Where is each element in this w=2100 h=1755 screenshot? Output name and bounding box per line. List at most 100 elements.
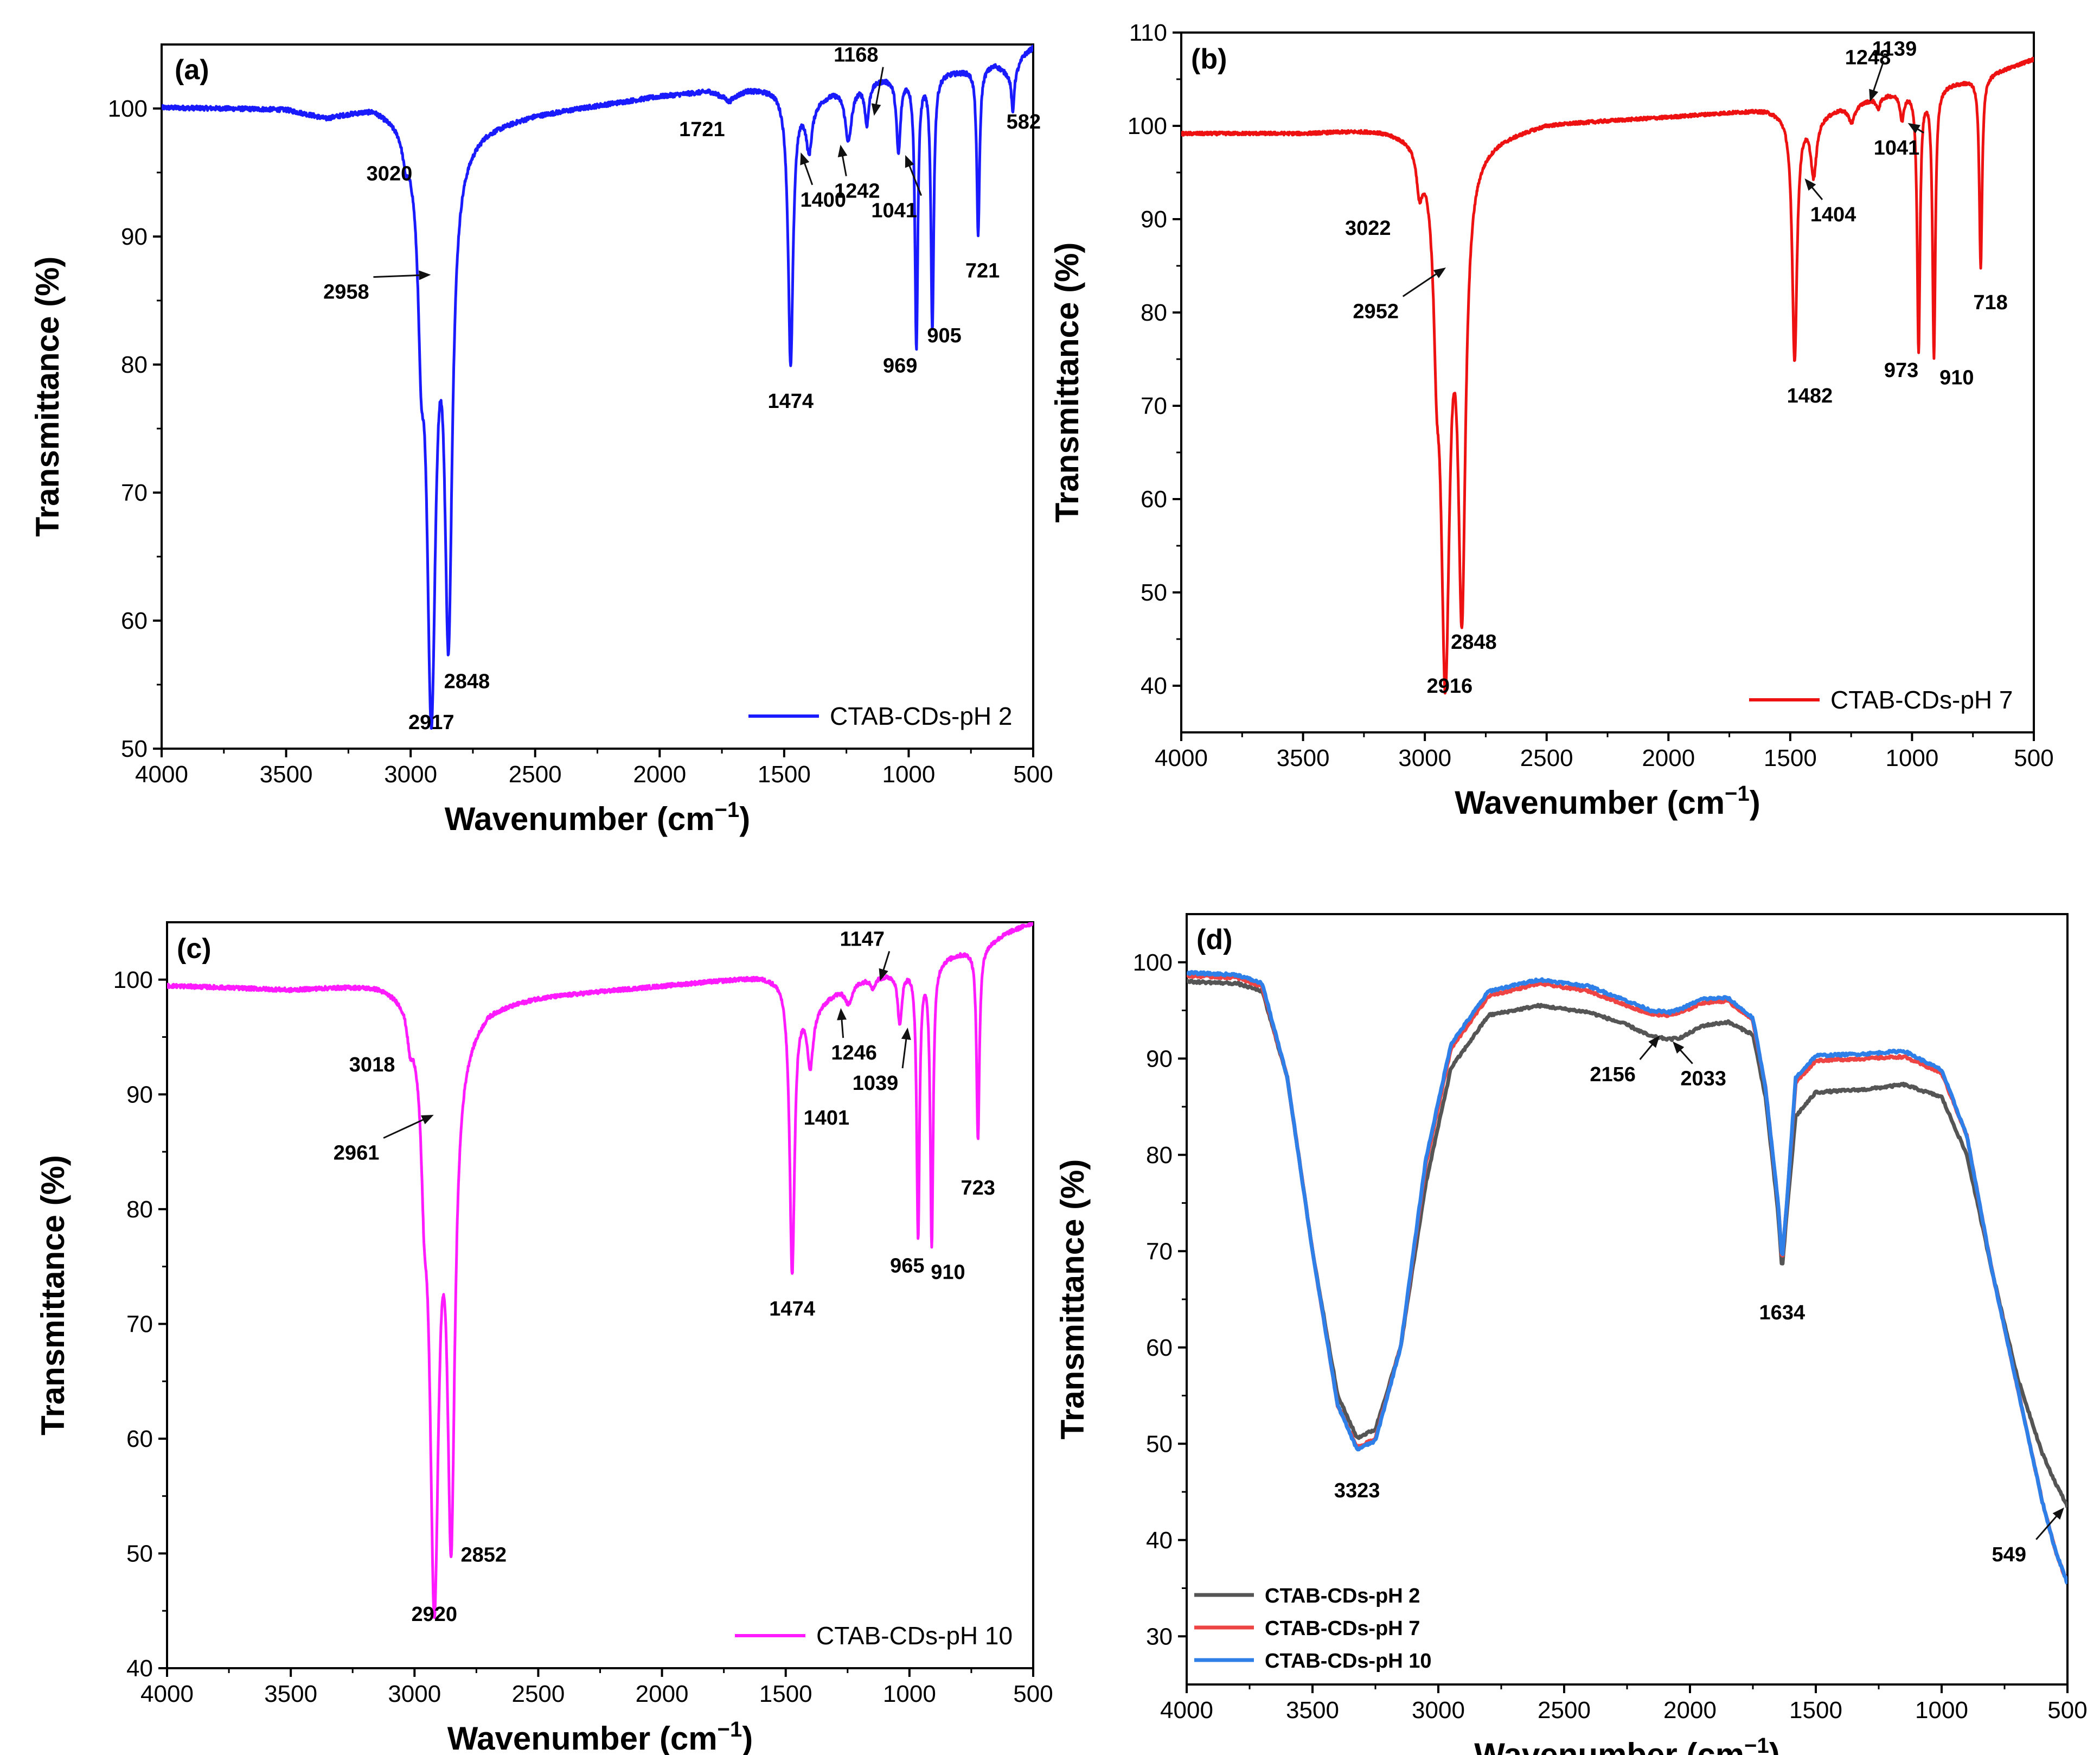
y-tick-label: 70 [1141, 393, 1167, 419]
x-tick-label: 1000 [1885, 745, 1938, 771]
peak-label: 3022 [1345, 217, 1391, 240]
y-tick-label: 40 [126, 1655, 153, 1682]
x-tick-label: 500 [1013, 1681, 1053, 1707]
peak-arrow [901, 1028, 911, 1069]
peak-label: 3020 [367, 163, 413, 186]
series-line-ctab-cds-ph-10 [1187, 970, 2067, 1585]
x-tick-label: 3000 [1398, 745, 1451, 771]
y-tick-label: 40 [1146, 1527, 1173, 1554]
peak-arrow [1639, 1035, 1660, 1060]
panel-a: 4000 3500 3000 2500 2000 1500 1000 500 50 60 70 80 9… [29, 43, 1053, 837]
peak-label: 1168 [834, 44, 878, 67]
peak-label: 1474 [769, 1298, 815, 1320]
peak-arrow [905, 155, 922, 196]
x-tick-label: 3500 [260, 761, 313, 788]
peak-arrow [879, 951, 891, 981]
peak-label: 1242 [834, 180, 880, 203]
peak-arrow [837, 1008, 847, 1038]
peak-arrow [1402, 267, 1446, 297]
peak-label: 1474 [768, 390, 814, 413]
peak-label: 723 [961, 1177, 995, 1199]
panel-d: 4000 3500 3000 2500 2000 1500 1000 500 30 40 50 60 7… [1054, 913, 2088, 1755]
peak-label: 549 [1992, 1543, 2026, 1566]
peak-label: 1041 [1874, 137, 1920, 159]
y-tick-label: 100 [113, 967, 153, 993]
x-tick-label: 3500 [264, 1681, 317, 1707]
x-axis-label-sup: −1 [1725, 782, 1750, 806]
x-tick-label: 2000 [633, 761, 686, 788]
y-tick-label: 90 [126, 1081, 153, 1108]
x-tick-label: 4000 [1160, 1697, 1213, 1724]
y-tick-label: 60 [1146, 1335, 1173, 1361]
x-axis-label-sup: −1 [1744, 1734, 1769, 1755]
x-axis-label-sup: −1 [718, 1718, 742, 1741]
x-axis-label-close: ) [739, 801, 750, 837]
legend-label: CTAB-CDs-pH 2 [830, 702, 1013, 730]
x-tick-label: 500 [2014, 745, 2053, 771]
panel-label: (c) [177, 933, 212, 965]
peak-label: 2958 [323, 281, 369, 304]
y-tick-label: 50 [1146, 1431, 1173, 1457]
peak-label: 1401 [804, 1107, 850, 1129]
peak-label: 1404 [1810, 203, 1856, 226]
peak-label: 718 [1973, 291, 2007, 314]
x-tick-label: 3500 [1286, 1697, 1339, 1724]
x-axis-label: Wavenumber (cm−1) [445, 798, 751, 837]
x-tick-label: 1500 [759, 1681, 812, 1707]
x-axis-label-close: ) [1750, 784, 1760, 821]
y-tick-label: 70 [1146, 1238, 1173, 1265]
peak-label: 1246 [831, 1042, 877, 1064]
peak-label: 2848 [444, 671, 490, 693]
panel-label: (a) [175, 54, 209, 86]
x-axis-label: Wavenumber (cm−1) [1474, 1734, 1780, 1755]
x-tick-label: 1000 [882, 761, 935, 788]
peak-arrow [2035, 1507, 2064, 1540]
legend-label: CTAB-CDs-pH 10 [1265, 1650, 1432, 1673]
peak-label: 2033 [1680, 1068, 1726, 1090]
peak-label: 905 [927, 324, 961, 347]
x-tick-label: 2500 [509, 761, 562, 788]
x-tick-label: 2000 [636, 1681, 689, 1707]
x-tick-label: 1500 [758, 761, 811, 788]
peak-arrow [383, 1115, 434, 1139]
peak-label: 1041 [871, 200, 917, 222]
peak-arrow [1673, 1041, 1693, 1064]
y-tick-label: 110 [1129, 20, 1167, 46]
peak-label: 2917 [408, 711, 454, 734]
peak-label: 2156 [1590, 1063, 1636, 1086]
y-tick-label: 80 [121, 352, 148, 378]
x-tick-label: 2500 [511, 1681, 565, 1707]
x-tick-label: 1500 [1789, 1697, 1842, 1724]
y-tick-label: 60 [126, 1426, 153, 1452]
y-tick-label: 100 [1128, 113, 1167, 139]
x-axis-label-sup: −1 [715, 798, 740, 822]
x-tick-label: 3000 [1412, 1697, 1465, 1724]
peak-label: 2848 [1451, 631, 1497, 654]
peak-label: 2920 [412, 1603, 458, 1626]
y-tick-label: 50 [121, 736, 148, 762]
x-axis-label-main: Wavenumber (cm [445, 801, 715, 837]
y-tick-label: 80 [1141, 299, 1167, 326]
legend-label: CTAB-CDs-pH 7 [1830, 686, 2013, 714]
y-tick-label: 80 [126, 1196, 153, 1223]
y-tick-label: 100 [1133, 949, 1173, 976]
y-axis-label: Transmittance (%) [1054, 1159, 1091, 1440]
peak-label: 1039 [853, 1072, 899, 1095]
peak-label: 2916 [1427, 675, 1473, 698]
peak-label: 1248 [1845, 46, 1891, 69]
peak-label: 1400 [800, 189, 846, 212]
peak-arrow [1804, 178, 1823, 200]
panel-b: 4000 3500 3000 2500 2000 1500 1000 500 40 50 60 70 8… [1049, 20, 2054, 821]
y-tick-label: 100 [108, 95, 148, 122]
x-tick-label: 3000 [388, 1681, 441, 1707]
peak-label: 910 [931, 1261, 965, 1284]
x-axis-label-close: ) [742, 1720, 753, 1755]
panel-c: 4000 3500 3000 2500 2000 1500 1000 500 40 50 60 70 8… [35, 921, 1053, 1755]
y-tick-label: 90 [121, 224, 148, 250]
peak-arrow [1907, 123, 1924, 134]
legend-label: CTAB-CDs-pH 10 [816, 1622, 1013, 1650]
x-tick-label: 2000 [1642, 745, 1695, 771]
series-line-ctab-cds-ph-10 [167, 922, 1033, 1619]
series-line-ctab-cds-ph-7 [1181, 56, 2034, 695]
peak-label: 3018 [349, 1054, 395, 1076]
